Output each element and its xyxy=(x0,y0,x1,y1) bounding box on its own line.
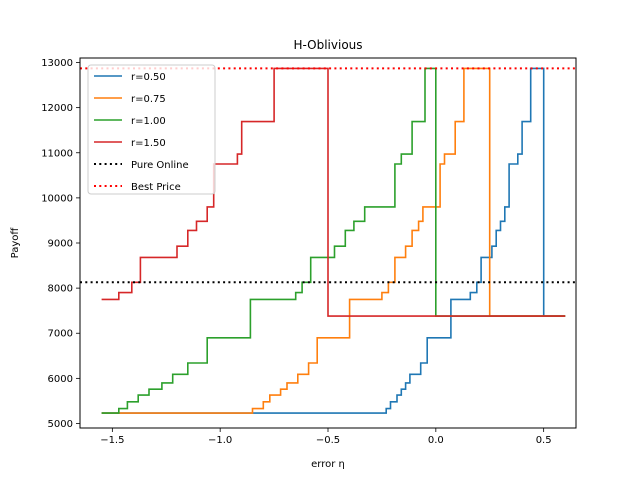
y-tick-label: 8000 xyxy=(48,284,73,295)
series-line-r-1-50 xyxy=(101,67,566,317)
x-tick-label: 0.0 xyxy=(428,435,444,446)
y-tick-label: 10000 xyxy=(41,193,73,204)
x-tick-label: 0.5 xyxy=(536,435,552,446)
legend-label: r=1.50 xyxy=(131,138,166,149)
y-tick-label: 9000 xyxy=(48,239,73,250)
x-axis-label: error η xyxy=(311,459,345,470)
legend-label: r=0.75 xyxy=(131,94,166,105)
chart-title: H-Oblivious xyxy=(293,38,362,52)
axes-frame xyxy=(79,57,577,429)
y-tick-label: 5000 xyxy=(48,419,73,430)
x-tick-label: −1.5 xyxy=(100,435,124,446)
series-line-r-1-00 xyxy=(101,67,566,414)
y-axis-label: Payoff xyxy=(10,227,21,259)
legend-label: r=0.50 xyxy=(131,72,166,83)
y-tick-label: 7000 xyxy=(48,329,73,340)
y-tick-label: 13000 xyxy=(41,58,73,69)
legend-box xyxy=(87,64,216,195)
y-tick-label: 12000 xyxy=(41,103,73,114)
y-tick-label: 6000 xyxy=(48,374,73,385)
axis-ticks: −1.5 −1.0 −0.5 0.0 0.5 5000 6000 7000 8000 9000 10… xyxy=(41,58,551,446)
legend-label: Pure Online xyxy=(131,160,189,171)
legend-label: r=1.00 xyxy=(131,116,166,127)
x-tick-label: −1.0 xyxy=(208,435,232,446)
legend: r=0.50 r=0.75 r=1.00 r=1.50 Pure Online Best … xyxy=(87,64,216,195)
x-tick-label: −0.5 xyxy=(316,435,340,446)
series-line-r-0-50 xyxy=(101,67,566,414)
legend-label: Best Price xyxy=(131,182,181,193)
y-tick-label: 11000 xyxy=(41,148,73,159)
